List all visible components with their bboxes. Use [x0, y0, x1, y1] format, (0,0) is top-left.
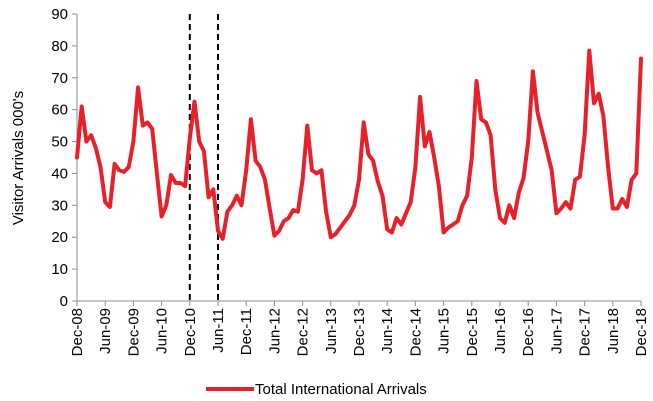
x-tick-label: Dec-13: [351, 308, 368, 356]
x-tick-label: Jun-12: [266, 308, 283, 354]
x-tick-label: Dec-10: [182, 308, 199, 356]
y-tick-label: 40: [51, 165, 68, 182]
y-tick-label: 60: [51, 102, 68, 119]
y-tick-label: 50: [51, 134, 68, 151]
y-tick-label: 70: [51, 70, 68, 87]
y-axis-title: Visitor Arrivals 000's: [10, 91, 27, 225]
x-tick-label: Jun-15: [436, 308, 453, 354]
x-tick-label: Jun-09: [97, 308, 114, 354]
y-tick-label: 90: [51, 6, 68, 23]
x-tick-label: Dec-17: [577, 308, 594, 356]
legend-label: Total International Arrivals: [255, 381, 427, 398]
x-tick-label: Jun-13: [323, 308, 340, 354]
x-tick-label: Dec-11: [238, 308, 255, 355]
x-tick-label: Dec-18: [633, 308, 650, 356]
y-tick-label: 30: [51, 197, 68, 214]
y-tick-label: 20: [51, 229, 68, 246]
x-tick-label: Dec-15: [464, 308, 481, 356]
x-axis-ticks: Dec-08 Jun-09 Dec-09 Jun-10 Dec-10 Jun-11 Dec-…: [69, 301, 650, 356]
y-axis-ticks: 0 10 20 30 40 50 60 70 80 90: [51, 6, 77, 310]
x-tick-label: Jun-11: [210, 308, 227, 353]
x-tick-label: Jun-17: [548, 308, 565, 354]
x-tick-label: Dec-12: [295, 308, 312, 356]
x-tick-label: Dec-14: [407, 308, 424, 356]
legend: Total International Arrivals: [206, 381, 427, 398]
y-tick-label: 0: [60, 293, 68, 310]
x-tick-label: Dec-08: [69, 308, 86, 356]
x-tick-label: Dec-09: [125, 308, 142, 356]
series-lines: [75, 48, 643, 241]
x-tick-label: Jun-10: [154, 308, 171, 354]
y-tick-label: 80: [51, 38, 68, 55]
x-tick-label: Dec-16: [520, 308, 537, 356]
x-tick-label: Jun-18: [605, 308, 622, 354]
x-tick-label: Jun-14: [379, 308, 396, 354]
series-line-total-international-arrivals: [75, 48, 643, 241]
x-tick-label: Jun-16: [492, 308, 509, 354]
y-tick-label: 10: [51, 261, 68, 278]
